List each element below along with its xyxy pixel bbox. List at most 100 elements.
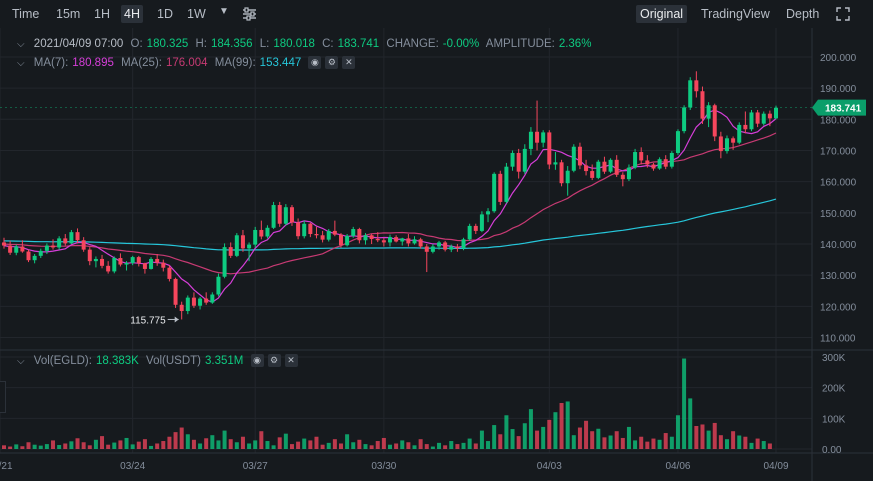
volume-tick-label: 200K <box>822 384 846 395</box>
volume-bar <box>657 439 662 449</box>
volume-bar <box>8 446 13 449</box>
candle-body <box>375 239 380 241</box>
volume-bar <box>375 441 380 449</box>
volume-bar <box>118 440 123 449</box>
volume-bar <box>400 440 405 449</box>
ma-visibility-icon[interactable]: ◉ <box>308 56 322 69</box>
volume-bar <box>14 444 19 449</box>
candle-body <box>424 246 429 252</box>
ma-settings-icon[interactable]: ⚙ <box>325 56 339 69</box>
price-tick-label: 180.000 <box>820 115 857 126</box>
timeframe-15m[interactable]: 15m <box>56 7 81 21</box>
volume-bar <box>571 435 576 449</box>
candle-body <box>522 148 527 172</box>
timeframe-time[interactable]: Time <box>12 7 40 21</box>
ma7-label: MA(7): <box>33 56 69 69</box>
candle-body <box>51 245 56 248</box>
candle-body <box>381 240 386 243</box>
volume-bar <box>277 437 282 449</box>
fullscreen-icon[interactable] <box>836 7 850 21</box>
candle-body <box>394 237 399 242</box>
candle-body <box>712 105 717 137</box>
collapse-volume-icon[interactable]: ⌵ <box>17 355 25 367</box>
volume-bar <box>185 434 190 449</box>
volume-bar <box>308 440 313 449</box>
ma-close-icon[interactable]: ✕ <box>342 56 356 69</box>
ma25-line <box>3 132 777 275</box>
price-chart[interactable]: 110.000 120.000 130.000 140.000 150.000 160.0… <box>0 28 873 481</box>
view-depth[interactable]: Depth <box>786 7 820 21</box>
candle-body <box>259 229 264 237</box>
timeframe-1d[interactable]: 1D <box>157 7 173 21</box>
volume-bar <box>608 435 613 449</box>
candle-body <box>479 214 484 231</box>
volume-bar <box>479 430 484 449</box>
volume-bar <box>32 444 37 449</box>
volume-bar <box>69 441 74 449</box>
volume-bar <box>553 412 558 449</box>
volume-bar <box>455 444 460 449</box>
more-timeframes-icon[interactable]: ▼ <box>219 6 229 17</box>
candle-body <box>240 235 245 249</box>
collapse-ma-icon[interactable]: ⌵ <box>17 57 25 69</box>
volume-bar <box>590 431 595 449</box>
volume-bar <box>626 426 631 449</box>
candle-body <box>265 227 270 237</box>
volume-bar <box>565 401 570 449</box>
timeframe-1w[interactable]: 1W <box>187 7 206 21</box>
candle-body <box>173 278 178 305</box>
left-scroll-handle[interactable] <box>0 381 6 413</box>
volume-bar <box>345 434 350 449</box>
view-tradingview[interactable]: TradingView <box>701 7 770 21</box>
candle-body <box>149 258 154 269</box>
low-label: L: <box>259 38 270 50</box>
volume-bar <box>498 434 503 449</box>
volume-bar <box>87 445 92 449</box>
volume-bar <box>44 444 49 449</box>
price-tick-label: 130.000 <box>820 271 857 282</box>
volume-bar <box>718 435 723 449</box>
candle-body <box>363 235 368 241</box>
candle-body <box>289 207 294 223</box>
candle-body <box>204 298 209 303</box>
volume-bar <box>51 440 56 449</box>
indicator-settings-icon[interactable] <box>242 7 257 21</box>
volume-bar <box>63 443 68 449</box>
high-value: 184.356 <box>210 38 253 50</box>
candle-body <box>559 162 564 184</box>
volume-bar <box>81 442 86 449</box>
volume-bar <box>112 442 117 449</box>
volume-bar <box>473 443 478 449</box>
candle-body <box>296 222 301 237</box>
candle-body <box>418 239 423 247</box>
candle-body <box>498 173 503 202</box>
price-tick-label: 150.000 <box>820 209 857 220</box>
ma-legend: ⌵ MA(7): 180.895 MA(25): 176.004 MA(99): 15… <box>17 56 359 69</box>
collapse-legend-icon[interactable]: ⌵ <box>17 39 25 50</box>
candle-body <box>516 152 521 172</box>
vol-visibility-icon[interactable]: ◉ <box>250 354 264 367</box>
volume-bar <box>522 423 527 449</box>
candle-body <box>743 124 748 130</box>
volume-bar <box>528 409 533 449</box>
timeframe-4h[interactable]: 4H <box>121 5 143 23</box>
candle-body <box>437 242 442 247</box>
timeframe-1h[interactable]: 1H <box>94 7 110 21</box>
candle-body <box>590 171 595 178</box>
ma99-line <box>3 198 777 251</box>
view-original[interactable]: Original <box>636 5 688 23</box>
change-value: -0.00% <box>442 38 480 50</box>
volume-series <box>2 358 772 449</box>
volume-bar <box>639 436 644 449</box>
volume-bar <box>191 439 196 449</box>
vol-close-icon[interactable]: ✕ <box>284 354 298 367</box>
volume-bar <box>247 443 252 449</box>
candle-body <box>669 152 674 167</box>
volume-bar <box>179 427 184 449</box>
volume-bar <box>93 439 98 449</box>
vol-settings-icon[interactable]: ⚙ <box>267 354 281 367</box>
volume-bar <box>381 437 386 449</box>
volume-bar <box>388 444 392 449</box>
candle-body <box>688 80 693 108</box>
volume-bar <box>357 439 362 449</box>
